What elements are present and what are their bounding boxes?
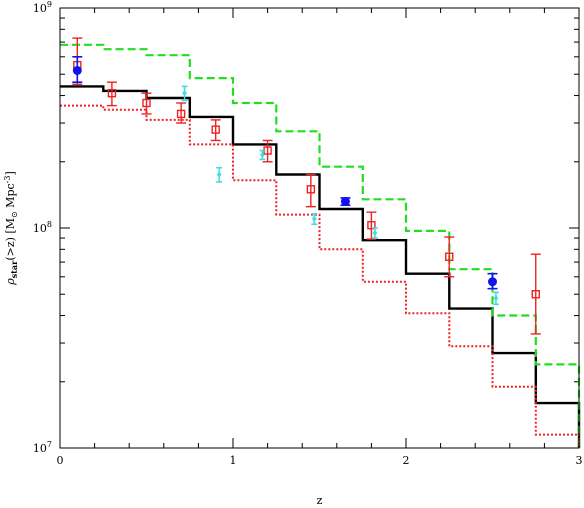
data-point-filled-circle (340, 196, 351, 206)
y-tick-label: 107 (33, 440, 52, 455)
data-point-filled-diamond (216, 166, 223, 183)
series-dotted-line (60, 104, 580, 448)
y-tick-labels: 107 108 109 (33, 0, 52, 455)
y-axis-label: ρstar(>z) [M⊙ Mpc-3] (3, 171, 19, 286)
data-point-open-square (141, 92, 152, 115)
marker-circle (340, 196, 350, 206)
marker-diamond (311, 215, 317, 222)
marker-square (531, 290, 540, 299)
data-point-filled-circle (487, 272, 498, 290)
data-point-filled-diamond (371, 227, 378, 239)
marker-square (367, 220, 376, 230)
marker-circle (488, 277, 497, 287)
marker-square (107, 88, 117, 98)
marker-square (445, 252, 454, 261)
data-point-open-square (305, 173, 316, 208)
plot-frame (59, 7, 580, 449)
x-axis-label: z (317, 494, 323, 507)
series-layer (60, 43, 581, 448)
x-tick-labels: 0 1 2 3 (57, 454, 583, 467)
x-tick-label: 0 (57, 454, 64, 467)
x-tick-label: 2 (403, 454, 410, 467)
data-point-open-square (106, 81, 117, 107)
marker-square (211, 125, 220, 134)
data-point-open-square (366, 211, 377, 240)
data-point-open-square (444, 236, 455, 278)
marker-square (306, 185, 316, 194)
x-tick-label: 1 (230, 454, 237, 467)
series-dashed-line (60, 43, 581, 448)
y-tick-label: 108 (33, 220, 52, 235)
data-point-filled-diamond (259, 149, 266, 161)
data-point-filled-circle (72, 56, 83, 83)
points-layer (72, 37, 541, 335)
x-tick-label: 3 (576, 454, 583, 467)
marker-circle (72, 65, 82, 75)
data-point-filled-diamond (311, 213, 318, 226)
data-point-filled-diamond (492, 291, 499, 306)
marker-diamond (182, 90, 188, 97)
marker-diamond (216, 171, 222, 178)
marker-square (142, 98, 151, 108)
data-point-open-square (210, 119, 221, 142)
axis-ticks (59, 7, 580, 449)
data-point-open-square (530, 253, 541, 335)
marker-diamond (372, 229, 378, 236)
marker-diamond (493, 295, 499, 302)
data-point-filled-diamond (181, 85, 188, 102)
y-tick-label: 109 (33, 0, 52, 15)
marker-square (176, 109, 186, 119)
marker-diamond (259, 151, 265, 158)
data-point-open-square (176, 102, 187, 124)
